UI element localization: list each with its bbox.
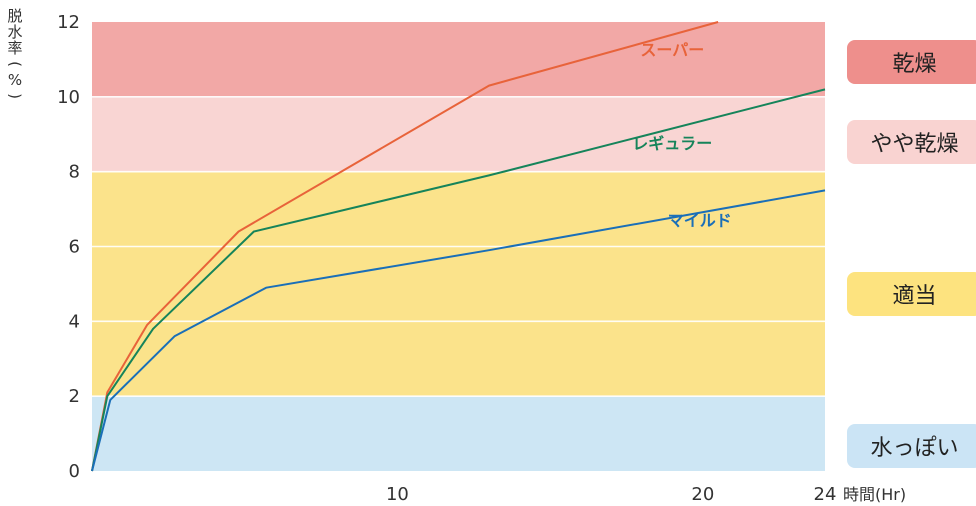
status-tag-slightly-dry: やや乾燥	[847, 120, 976, 164]
y-tick-label-6: 12	[57, 12, 80, 33]
y-tick-label-3: 6	[69, 237, 80, 258]
series-line-1	[91, 88, 826, 472]
y-axis-label-text: 脱水率(%)	[6, 7, 24, 99]
status-tag-slightly-dry-label: やや乾燥	[870, 132, 959, 157]
status-tag-dry: 乾燥	[847, 40, 976, 84]
status-tag-watery-label: 水っぽい	[870, 436, 959, 461]
y-tick-label-5: 10	[57, 87, 80, 108]
y-tick-label-4: 8	[69, 162, 80, 183]
series-label-0: スーパー	[640, 41, 704, 60]
series-label-2: マイルド	[668, 211, 732, 230]
y-tick-label-0: 0	[69, 461, 80, 482]
status-tag-appropriate: 適当	[847, 272, 976, 316]
y-tick-label-2: 4	[69, 311, 80, 332]
series-line-2	[91, 189, 826, 472]
y-tick-label-1: 2	[69, 386, 80, 407]
band-0	[92, 22, 825, 97]
x-tick-label-1: 20	[691, 484, 714, 505]
y-axis-label: 脱水率(%)	[4, 8, 26, 104]
status-tag-watery: 水っぽい	[847, 424, 976, 468]
band-1	[92, 96, 825, 172]
x-tick-label-2: 24	[814, 484, 837, 505]
band-3	[92, 396, 825, 471]
x-tick-label-0: 10	[386, 484, 409, 505]
status-tag-dry-label: 乾燥	[892, 52, 937, 77]
x-axis-label: 時間(Hr)	[843, 485, 906, 504]
status-tag-appropriate-label: 適当	[892, 284, 937, 309]
series-label-1: レギュラー	[632, 134, 712, 153]
band-2	[92, 171, 825, 397]
